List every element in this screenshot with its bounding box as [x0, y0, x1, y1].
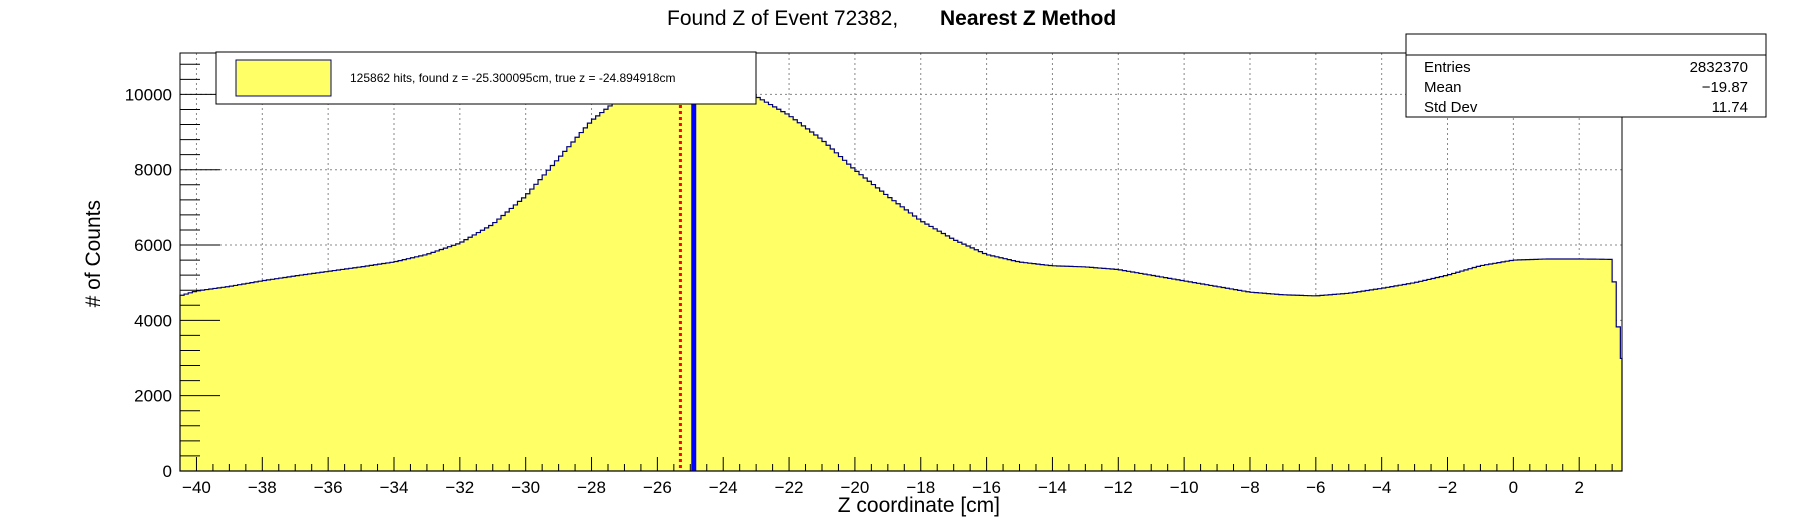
- stats-box-frame: [1405, 33, 1767, 118]
- stats-mean-value: −19.87: [1702, 79, 1748, 96]
- y-tick-label: 2000: [134, 387, 172, 406]
- legend: 125862 hits, found z = -25.300095cm, tru…: [215, 51, 757, 105]
- x-tick-label: −16: [972, 478, 1001, 497]
- x-tick-label: −6: [1306, 478, 1325, 497]
- legend-swatch: [235, 59, 332, 97]
- x-tick-label: −40: [182, 478, 211, 497]
- plot-frame: [179, 52, 1623, 472]
- x-tick-label: −34: [380, 478, 409, 497]
- x-tick-label: −14: [1038, 478, 1067, 497]
- stats-box: Entries 2832370 Mean −19.87 Std Dev 11.7…: [1405, 33, 1767, 118]
- x-tick-label: −12: [1104, 478, 1133, 497]
- x-tick-label: −20: [840, 478, 869, 497]
- stats-stddev-value: 11.74: [1712, 99, 1748, 116]
- y-axis-title: # of Counts: [82, 200, 105, 307]
- y-tick-label: 0: [163, 462, 172, 481]
- x-tick-label: −36: [314, 478, 343, 497]
- histogram-fill: [179, 69, 1623, 472]
- z-markers: [678, 93, 697, 471]
- chart-subtitle: Nearest Z Method: [940, 7, 1116, 30]
- stats-stddev-label: Std Dev: [1424, 99, 1478, 116]
- stats-entries-label: Entries: [1424, 59, 1471, 76]
- x-tick-label: −26: [643, 478, 672, 497]
- x-tick-label: −22: [775, 478, 804, 497]
- x-tick-label: −8: [1240, 478, 1259, 497]
- x-tick-label: −18: [906, 478, 935, 497]
- histogram-area: [179, 69, 1623, 472]
- x-tick-label: −4: [1372, 478, 1391, 497]
- legend-entry-label: 125862 hits, found z = -25.300095cm, tru…: [350, 71, 676, 85]
- x-tick-label: 2: [1574, 478, 1583, 497]
- x-axis-title: Z coordinate [cm]: [838, 494, 1000, 517]
- x-tick-label: −10: [1170, 478, 1199, 497]
- x-tick-label: −30: [511, 478, 540, 497]
- x-tick-label: −24: [709, 478, 738, 497]
- chart-title: Found Z of Event 72382,: [667, 7, 898, 30]
- x-tick-label: 0: [1509, 478, 1518, 497]
- stats-entries-value: 2832370: [1690, 59, 1748, 76]
- y-tick-label: 10000: [125, 85, 172, 104]
- axes: −40 −38 −36 −34 −32 −30 −28 −26 −24 −22 −20 −18 −16−…: [125, 52, 1623, 497]
- stats-mean-label: Mean: [1424, 79, 1462, 96]
- x-tick-label: −2: [1438, 478, 1457, 497]
- y-tick-label: 8000: [134, 161, 172, 180]
- x-tick-label: −32: [445, 478, 474, 497]
- y-tick-label: 4000: [134, 311, 172, 330]
- y-tick-label: 6000: [134, 236, 172, 255]
- x-tick-label: −38: [248, 478, 277, 497]
- x-tick-label: −28: [577, 478, 606, 497]
